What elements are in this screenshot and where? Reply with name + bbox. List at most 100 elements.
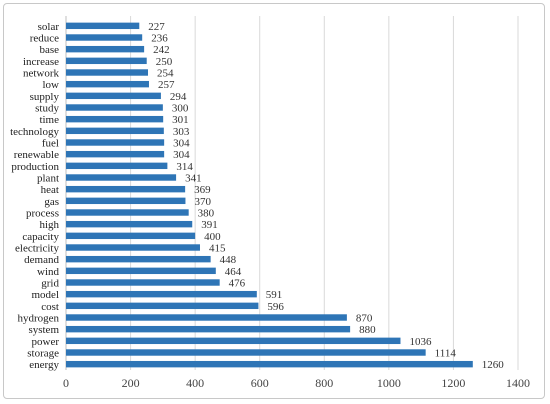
value-label-grid: 476 xyxy=(229,278,246,290)
category-label-base: base xyxy=(39,44,59,56)
bar-model xyxy=(66,290,257,298)
category-label-cost: cost xyxy=(41,301,59,313)
value-label-hydrogen: 870 xyxy=(356,313,373,325)
category-label-demand: demand xyxy=(24,254,59,266)
value-label-system: 880 xyxy=(359,324,376,336)
bar-wind xyxy=(66,267,216,275)
category-label-technology: technology xyxy=(10,126,59,138)
bar-system xyxy=(66,325,351,333)
category-label-model: model xyxy=(32,289,60,301)
bar-base xyxy=(66,45,145,53)
value-label-increase: 250 xyxy=(156,56,173,68)
category-label-process: process xyxy=(26,208,59,220)
bar-network xyxy=(66,69,149,76)
category-label-plant: plant xyxy=(37,173,59,185)
value-label-renewable: 304 xyxy=(173,149,190,161)
bar-study xyxy=(66,104,163,111)
value-label-energy: 1260 xyxy=(482,359,505,371)
category-label-hydrogen: hydrogen xyxy=(17,313,59,325)
bar-capacity xyxy=(66,232,196,240)
x-tick-labels: 0 200 400 600 800 1000 1200 1400 xyxy=(63,376,530,390)
bar-solar xyxy=(66,22,140,30)
bar-time xyxy=(66,115,164,123)
category-label-reduce: reduce xyxy=(30,33,59,45)
value-labels: 1260111410368808705965914764644484154003… xyxy=(148,21,504,371)
bar-energy xyxy=(66,360,473,368)
category-label-network: network xyxy=(23,68,60,80)
value-label-base: 242 xyxy=(153,44,170,56)
bar-heat xyxy=(66,185,186,193)
bars-layer xyxy=(66,22,473,368)
value-label-reduce: 236 xyxy=(151,33,168,45)
bar-gas xyxy=(66,197,186,205)
category-label-power: power xyxy=(32,336,60,348)
bar-demand xyxy=(66,255,211,263)
value-label-study: 300 xyxy=(172,103,189,115)
value-label-solar: 227 xyxy=(148,21,165,33)
bar-production xyxy=(66,162,168,170)
value-label-plant: 341 xyxy=(185,173,202,185)
value-label-gas: 370 xyxy=(194,196,211,208)
category-label-electricity: electricity xyxy=(15,243,59,255)
category-label-time: time xyxy=(39,114,59,126)
x-tick-label: 200 xyxy=(122,376,140,390)
bar-renewable xyxy=(66,150,165,158)
bar-supply xyxy=(66,92,161,100)
value-label-model: 591 xyxy=(266,289,283,301)
category-label-fuel: fuel xyxy=(42,138,59,150)
category-label-gas: gas xyxy=(44,196,59,208)
bar-process xyxy=(66,209,189,216)
value-label-storage: 1114 xyxy=(435,348,457,360)
bar-grid xyxy=(66,279,220,286)
category-label-capacity: capacity xyxy=(22,231,59,243)
value-label-high: 391 xyxy=(201,219,218,231)
value-label-heat: 369 xyxy=(194,184,211,196)
category-label-study: study xyxy=(35,103,59,115)
category-label-solar: solar xyxy=(38,21,60,33)
category-label-high: high xyxy=(39,219,59,231)
category-label-low: low xyxy=(43,79,60,91)
value-label-network: 254 xyxy=(157,68,174,80)
x-tick-label: 1400 xyxy=(506,376,530,390)
category-label-supply: supply xyxy=(30,91,60,103)
bar-plant xyxy=(66,174,177,181)
bar-cost xyxy=(66,302,259,310)
value-label-supply: 294 xyxy=(170,91,187,103)
category-label-energy: energy xyxy=(29,359,59,371)
bar-high xyxy=(66,220,193,228)
value-label-technology: 303 xyxy=(173,126,190,138)
bar-hydrogen xyxy=(66,314,347,321)
category-label-storage: storage xyxy=(27,348,59,360)
x-tick-label: 600 xyxy=(251,376,269,390)
value-label-low: 257 xyxy=(158,79,175,91)
value-label-wind: 464 xyxy=(225,266,242,278)
value-label-capacity: 400 xyxy=(204,231,221,243)
value-label-cost: 596 xyxy=(267,301,284,313)
category-label-renewable: renewable xyxy=(14,149,59,161)
x-tick-label: 800 xyxy=(315,376,333,390)
category-label-wind: wind xyxy=(37,266,60,278)
x-tick-label: 1200 xyxy=(441,376,465,390)
x-tick-label: 400 xyxy=(186,376,204,390)
value-label-process: 380 xyxy=(198,208,215,220)
category-label-production: production xyxy=(11,161,59,173)
x-tick-label: 0 xyxy=(63,376,69,390)
value-label-fuel: 304 xyxy=(173,138,190,150)
bar-increase xyxy=(66,57,147,65)
value-label-electricity: 415 xyxy=(209,243,226,255)
category-label-increase: increase xyxy=(23,56,59,68)
value-label-demand: 448 xyxy=(220,254,237,266)
category-labels: energystoragepowersystemhydrogencostmode… xyxy=(10,21,59,371)
bar-low xyxy=(66,80,149,88)
bar-storage xyxy=(66,349,426,356)
bar-power xyxy=(66,337,401,345)
x-tick-label: 1000 xyxy=(377,376,401,390)
value-label-power: 1036 xyxy=(409,336,432,348)
category-label-grid: grid xyxy=(41,278,59,290)
value-label-time: 301 xyxy=(172,114,189,126)
bar-reduce xyxy=(66,34,143,41)
value-label-production: 314 xyxy=(176,161,193,173)
bar-fuel xyxy=(66,139,165,146)
bar-technology xyxy=(66,127,164,135)
